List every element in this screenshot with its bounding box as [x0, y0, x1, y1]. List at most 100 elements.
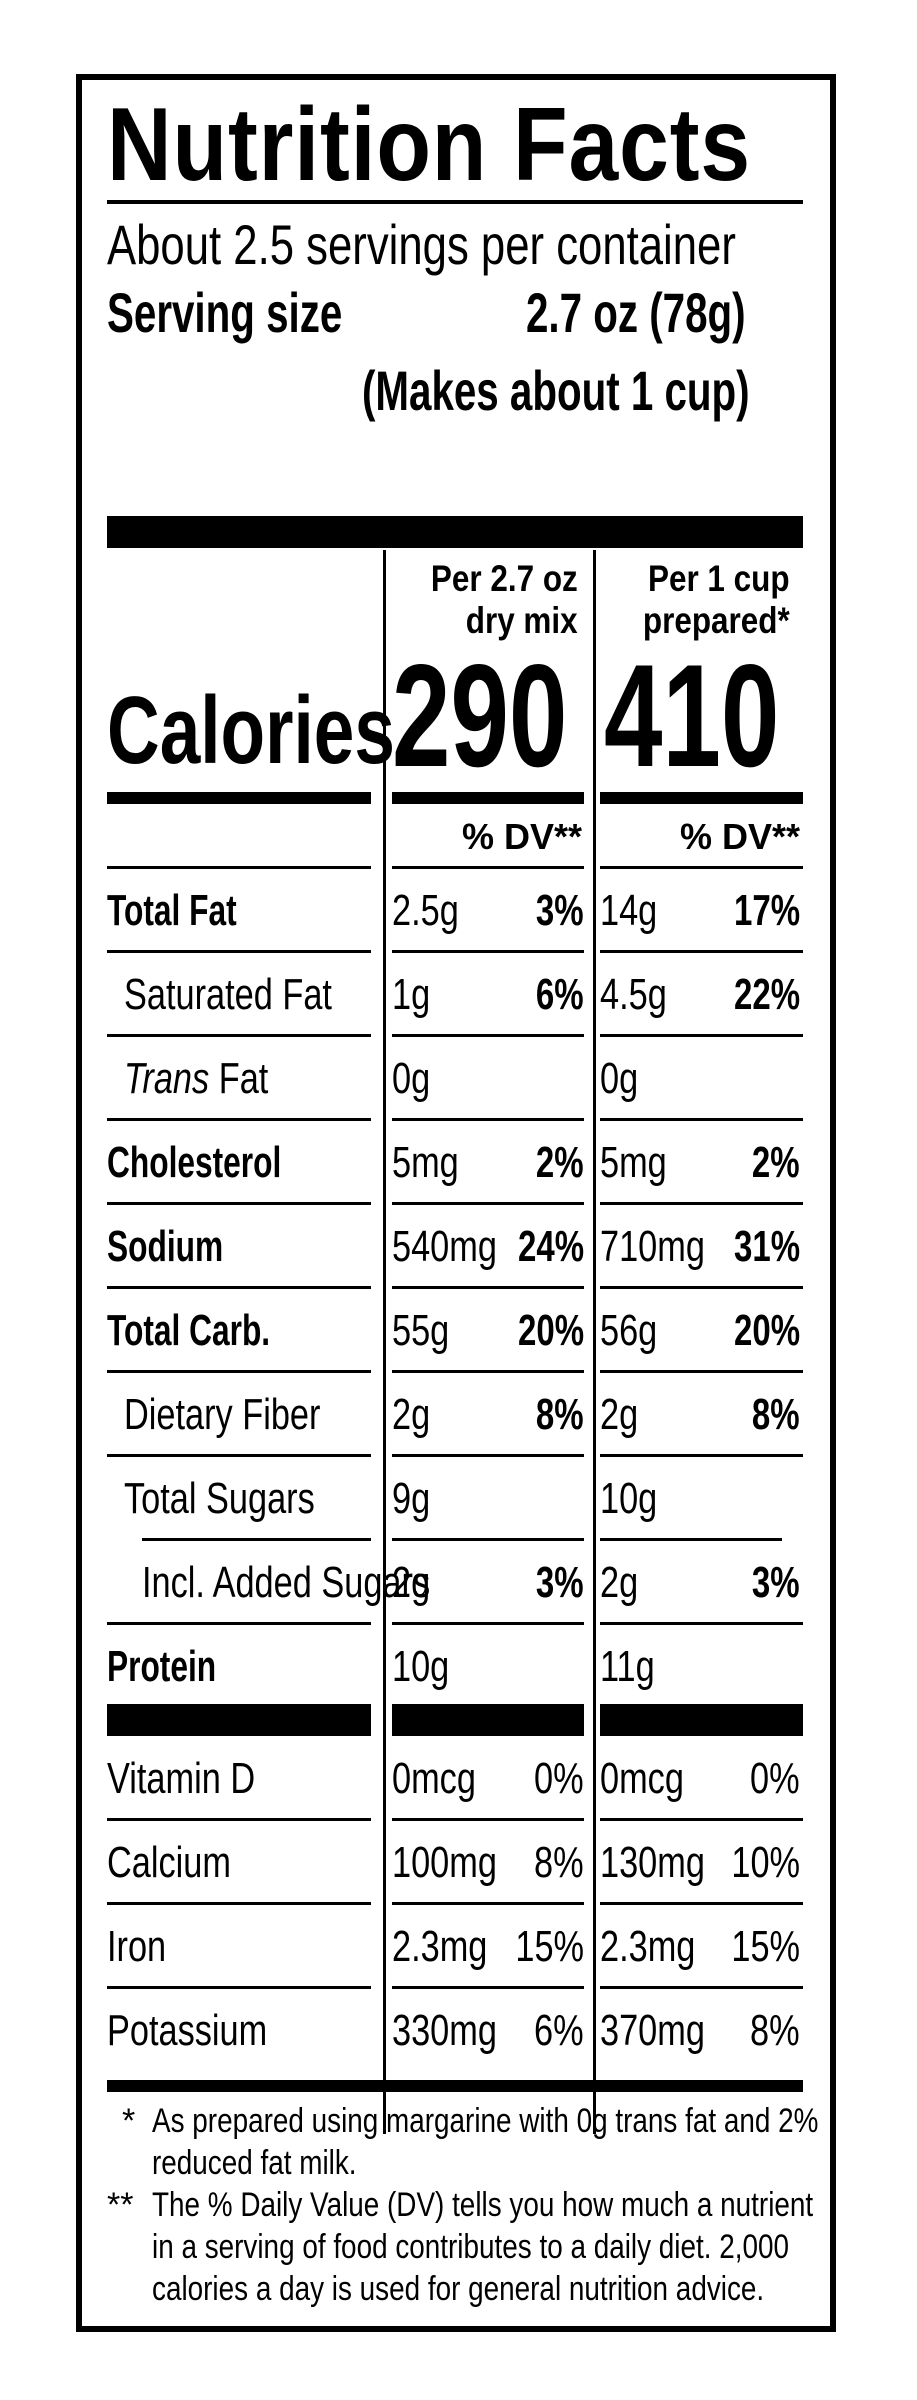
- col2-header: Per 1 cup prepared*: [643, 558, 790, 641]
- row-rule: [600, 1454, 803, 1457]
- title-rule: [107, 200, 803, 204]
- col1-dv: 8%: [536, 1390, 584, 1439]
- nutrient-name: Total Carb.: [107, 1306, 271, 1355]
- col2-dv: 0%: [750, 1754, 800, 1803]
- col2-amount: 2.3mg: [600, 1922, 696, 1971]
- col1-amount: 2.3mg: [392, 1922, 488, 1971]
- col2-amount: 14g: [600, 886, 658, 935]
- nutrient-name: Protein: [107, 1642, 217, 1691]
- col1-header: Per 2.7 oz dry mix: [431, 558, 578, 641]
- col2-dv: 17%: [733, 886, 800, 935]
- col1-amount: 10g: [392, 1642, 450, 1691]
- nutrient-name: Trans Fat: [124, 1054, 269, 1103]
- servings-per-container: About 2.5 servings per container: [107, 213, 736, 276]
- calories-bar-col2: [600, 792, 803, 804]
- vitamin-name: Iron: [107, 1922, 167, 1971]
- footnote-text: As prepared using margarine with 0g tran…: [152, 2102, 819, 2182]
- row-rule: [392, 866, 584, 869]
- row-rule: [600, 1286, 803, 1289]
- row-rule: [600, 950, 803, 953]
- col2-dv: 10%: [731, 1838, 800, 1887]
- row-rule: [107, 866, 371, 869]
- col2-dv-header: % DV**: [679, 816, 800, 857]
- col1-amount: 2g: [392, 1558, 431, 1607]
- row-rule: [600, 1034, 803, 1037]
- label-title: Nutrition Facts: [107, 87, 751, 203]
- nutrition-facts-panel: Nutrition Facts About 2.5 servings per c…: [76, 74, 836, 2332]
- thick-bar-mid-col2: [600, 1704, 803, 1736]
- serving-size-label: Serving size: [107, 281, 343, 344]
- row-rule: [392, 1370, 584, 1373]
- row-rule: [392, 1034, 584, 1037]
- column-divider-2: [593, 550, 596, 2134]
- row-rule: [600, 1202, 803, 1205]
- row-rule: [392, 1902, 584, 1905]
- thick-bar-mid-left: [107, 1704, 371, 1736]
- col2-dv: 8%: [752, 1390, 800, 1439]
- calories-bar-left: [107, 792, 371, 804]
- col2-amount: 5mg: [600, 1138, 667, 1187]
- col2-amount: 4.5g: [600, 970, 667, 1019]
- thick-bar-mid-col1: [392, 1704, 584, 1736]
- col1-amount: 100mg: [392, 1838, 497, 1887]
- col1-dv: 8%: [534, 1838, 584, 1887]
- col1-dv-header: % DV**: [461, 816, 582, 857]
- col2-dv: 22%: [733, 970, 800, 1019]
- row-rule: [107, 1370, 371, 1373]
- row-rule: [392, 1118, 584, 1121]
- col2-amount: 11g: [600, 1642, 655, 1691]
- col1-calories: 290: [392, 634, 568, 797]
- calories-label: Calories: [107, 677, 395, 784]
- col2-dv: 2%: [752, 1138, 800, 1187]
- col1-dv: 24%: [517, 1222, 584, 1271]
- row-rule: [392, 1454, 584, 1457]
- row-rule: [107, 1818, 371, 1821]
- row-rule: [107, 1034, 371, 1037]
- col1-dv: 15%: [515, 1922, 584, 1971]
- col2-amount: 0g: [600, 1054, 639, 1103]
- row-rule: [142, 1538, 371, 1541]
- row-rule: [107, 1986, 371, 1989]
- vitamin-name: Potassium: [107, 2006, 268, 2055]
- col1-amount: 2.5g: [392, 886, 459, 935]
- col1-amount: 1g: [392, 970, 431, 1019]
- col1-dv: 2%: [536, 1138, 584, 1187]
- col1-dv: 0%: [534, 1754, 584, 1803]
- nutrient-name: Total Sugars: [124, 1474, 315, 1523]
- row-rule: [392, 1538, 584, 1541]
- row-rule: [392, 1986, 584, 1989]
- row-rule: [392, 1818, 584, 1821]
- col2-dv: 3%: [752, 1558, 800, 1607]
- vitamin-name: Calcium: [107, 1838, 231, 1887]
- column-divider-1: [383, 550, 386, 2134]
- vitamin-name: Vitamin D: [107, 1754, 256, 1803]
- row-rule: [107, 950, 371, 953]
- col1-dv: 20%: [517, 1306, 584, 1355]
- nutrient-name: Incl. Added Sugars: [142, 1558, 431, 1607]
- row-rule: [600, 1538, 782, 1541]
- col1-amount: 0mcg: [392, 1754, 476, 1803]
- col1-dv: 6%: [536, 970, 584, 1019]
- row-rule: [107, 1454, 371, 1457]
- col1-amount: 9g: [392, 1474, 431, 1523]
- footnote-marker: **: [107, 2186, 134, 2224]
- nutrient-name: Sodium: [107, 1222, 224, 1271]
- thick-bar-bottom: [107, 2080, 803, 2092]
- row-rule: [600, 1622, 803, 1625]
- col2-dv: 31%: [733, 1222, 800, 1271]
- row-rule: [600, 1818, 803, 1821]
- serving-size-value: 2.7 oz (78g): [526, 281, 746, 344]
- col1-dv: 3%: [536, 1558, 584, 1607]
- footnote-marker: *: [122, 2102, 136, 2140]
- thick-bar-top: [107, 516, 803, 548]
- row-rule: [107, 1202, 371, 1205]
- col1-amount: 55g: [392, 1306, 450, 1355]
- row-rule: [107, 1622, 371, 1625]
- row-rule: [107, 1286, 371, 1289]
- nutrient-name: Dietary Fiber: [124, 1390, 321, 1439]
- nutrient-name: Cholesterol: [107, 1138, 282, 1187]
- row-rule: [600, 1902, 803, 1905]
- col2-dv: 15%: [731, 1922, 800, 1971]
- row-rule: [107, 1902, 371, 1905]
- row-rule: [392, 1286, 584, 1289]
